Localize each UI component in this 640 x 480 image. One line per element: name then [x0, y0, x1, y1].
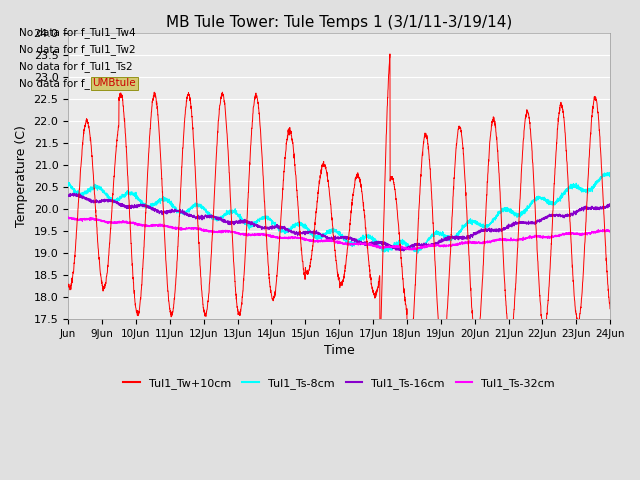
Text: No data for f_: No data for f_: [19, 78, 90, 89]
Text: No data for f_Tul1_Ts2: No data for f_Tul1_Ts2: [19, 61, 133, 72]
Text: No data for f_Tul1_Tw2: No data for f_Tul1_Tw2: [19, 44, 136, 55]
Legend: Tul1_Tw+10cm, Tul1_Ts-8cm, Tul1_Ts-16cm, Tul1_Ts-32cm: Tul1_Tw+10cm, Tul1_Ts-8cm, Tul1_Ts-16cm,…: [119, 374, 559, 394]
Text: UMBtule: UMBtule: [93, 78, 136, 88]
Title: MB Tule Tower: Tule Temps 1 (3/1/11-3/19/14): MB Tule Tower: Tule Temps 1 (3/1/11-3/19…: [166, 15, 513, 30]
Y-axis label: Temperature (C): Temperature (C): [15, 125, 28, 227]
X-axis label: Time: Time: [324, 344, 355, 357]
Text: No data for f_Tul1_Tw4: No data for f_Tul1_Tw4: [19, 27, 136, 38]
